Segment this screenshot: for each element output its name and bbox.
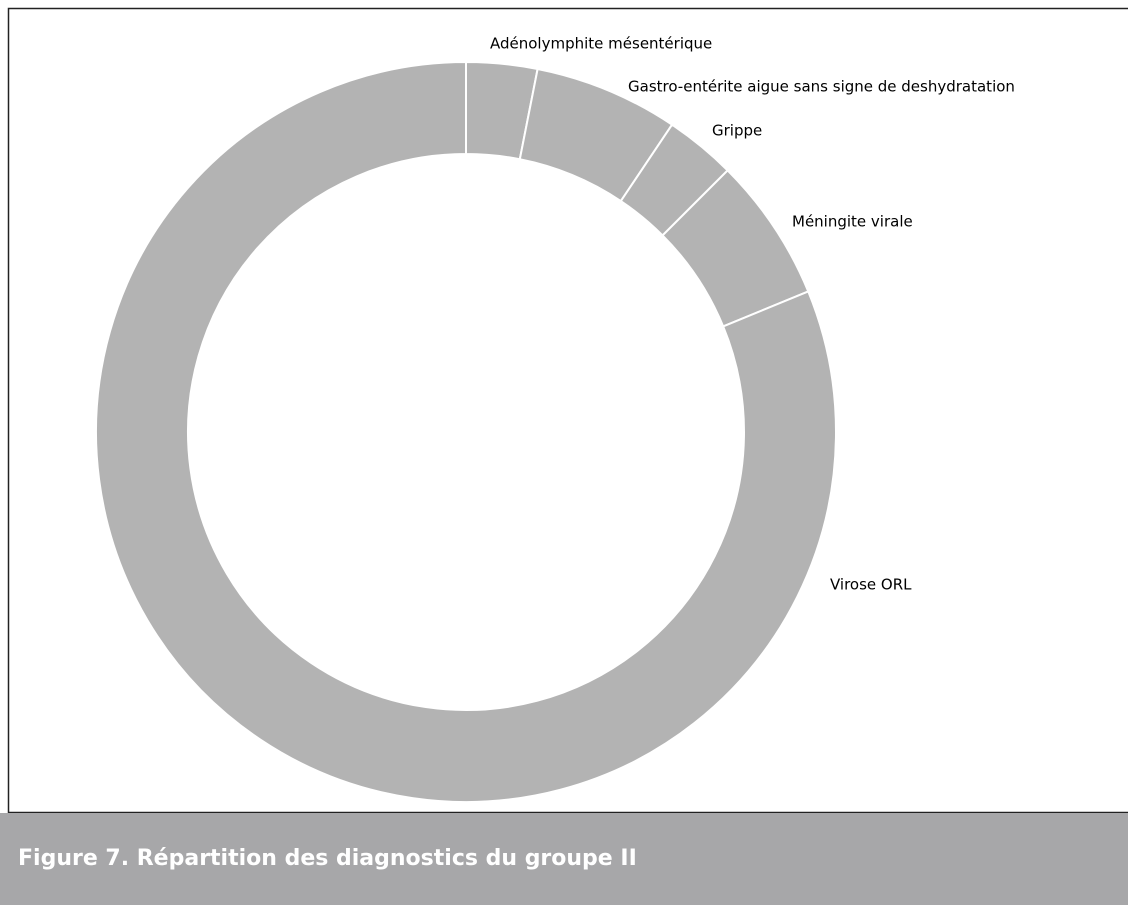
caption: Figure 7. Répartition des diagnostics du… xyxy=(18,846,637,871)
chart: Adénolymphite mésentérique Gastro-entérit… xyxy=(7,7,1128,813)
segment-label: Grippe xyxy=(712,122,762,140)
caption-bar: Figure 7. Répartition des diagnostics du… xyxy=(0,813,1128,905)
donut-segment xyxy=(95,60,838,803)
segment-label: Méningite virale xyxy=(792,213,913,231)
segment-label: Virose ORL xyxy=(830,576,912,594)
segment-label: Gastro-entérite aigue sans signe de desh… xyxy=(628,78,1015,96)
segment-label: Adénolymphite mésentérique xyxy=(490,35,712,53)
chart-frame xyxy=(7,7,1128,813)
